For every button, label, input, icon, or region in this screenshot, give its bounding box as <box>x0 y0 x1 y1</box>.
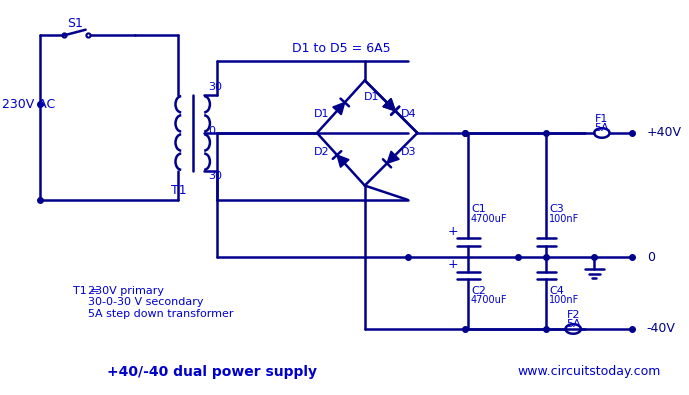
Polygon shape <box>383 99 395 111</box>
Text: C3: C3 <box>549 205 564 214</box>
Text: D1 to D5 = 6A5: D1 to D5 = 6A5 <box>291 42 390 55</box>
Text: 30: 30 <box>208 82 222 92</box>
Text: S1: S1 <box>67 17 83 30</box>
Text: +: + <box>447 258 458 271</box>
Text: 0: 0 <box>208 126 215 136</box>
Text: C1: C1 <box>471 205 486 214</box>
Text: F1: F1 <box>595 114 608 124</box>
Text: D3: D3 <box>400 147 416 156</box>
Text: F2: F2 <box>566 310 580 320</box>
Text: D2: D2 <box>314 147 329 156</box>
Polygon shape <box>337 155 349 167</box>
Text: T1: T1 <box>171 184 186 197</box>
Text: D1: D1 <box>314 109 329 119</box>
Polygon shape <box>383 99 395 111</box>
Text: 100nF: 100nF <box>549 295 579 305</box>
Text: C2: C2 <box>471 286 486 296</box>
Text: 5A: 5A <box>595 123 609 133</box>
Text: -40V: -40V <box>647 322 676 335</box>
Text: 30-0-30 V secondary: 30-0-30 V secondary <box>88 297 203 307</box>
Text: +: + <box>447 225 458 238</box>
Text: +40/-40 dual power supply: +40/-40 dual power supply <box>107 365 317 379</box>
Text: 4700uF: 4700uF <box>471 295 507 305</box>
Text: www.circuitstoday.com: www.circuitstoday.com <box>517 365 661 378</box>
Text: 0: 0 <box>647 251 655 264</box>
Polygon shape <box>333 102 344 115</box>
Text: D4: D4 <box>400 109 416 119</box>
Text: 30: 30 <box>208 171 222 181</box>
Text: 5A step down transformer: 5A step down transformer <box>88 308 233 319</box>
Polygon shape <box>387 151 399 163</box>
Text: 230V AC: 230V AC <box>1 98 55 111</box>
Text: 100nF: 100nF <box>549 214 579 224</box>
Text: 4700uF: 4700uF <box>471 214 507 224</box>
Text: D1: D1 <box>364 92 380 102</box>
Text: +40V: +40V <box>647 126 682 139</box>
Text: 230V primary: 230V primary <box>88 286 163 296</box>
Text: 5A: 5A <box>566 319 581 329</box>
Text: C4: C4 <box>549 286 564 296</box>
Text: T1 =: T1 = <box>73 286 100 296</box>
